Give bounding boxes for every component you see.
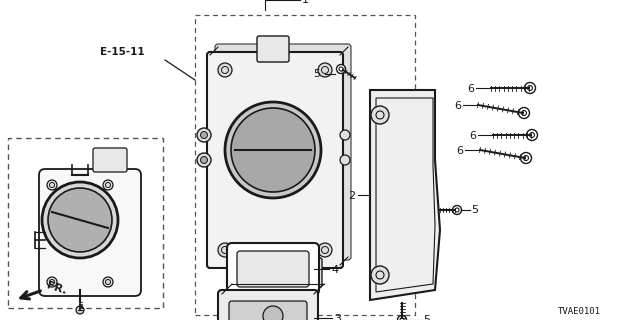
Text: 6: 6 — [454, 101, 461, 111]
Circle shape — [47, 277, 57, 287]
Circle shape — [527, 130, 538, 140]
Circle shape — [452, 205, 461, 214]
Circle shape — [397, 316, 406, 320]
Circle shape — [231, 108, 315, 192]
Circle shape — [340, 155, 350, 165]
Circle shape — [200, 156, 207, 164]
Text: TVAE0101: TVAE0101 — [558, 307, 601, 316]
FancyBboxPatch shape — [93, 148, 127, 172]
Circle shape — [525, 83, 536, 93]
Text: 5: 5 — [313, 69, 320, 79]
FancyBboxPatch shape — [207, 52, 343, 268]
Text: 5: 5 — [471, 205, 478, 215]
Text: 1: 1 — [302, 0, 309, 5]
Circle shape — [47, 180, 57, 190]
Circle shape — [197, 153, 211, 167]
Circle shape — [337, 65, 346, 74]
FancyBboxPatch shape — [227, 243, 319, 295]
Circle shape — [42, 182, 118, 258]
Text: 4: 4 — [331, 265, 338, 275]
Circle shape — [318, 243, 332, 257]
Text: E-15-11: E-15-11 — [100, 47, 145, 57]
Circle shape — [76, 306, 84, 314]
FancyBboxPatch shape — [237, 251, 309, 287]
Circle shape — [197, 128, 211, 142]
Circle shape — [371, 266, 389, 284]
Circle shape — [518, 108, 529, 118]
FancyBboxPatch shape — [229, 301, 307, 320]
Text: 6: 6 — [456, 146, 463, 156]
Circle shape — [371, 106, 389, 124]
Circle shape — [218, 63, 232, 77]
Circle shape — [48, 188, 112, 252]
FancyBboxPatch shape — [228, 258, 322, 287]
FancyBboxPatch shape — [39, 169, 141, 296]
Circle shape — [263, 306, 283, 320]
Text: FR.: FR. — [45, 280, 68, 296]
Circle shape — [225, 102, 321, 198]
Text: 6: 6 — [469, 131, 476, 141]
FancyBboxPatch shape — [215, 44, 351, 260]
Text: 5: 5 — [423, 315, 430, 320]
Circle shape — [103, 180, 113, 190]
Bar — [195, 15, 415, 315]
Polygon shape — [370, 90, 440, 300]
FancyBboxPatch shape — [218, 290, 318, 320]
Circle shape — [520, 153, 531, 164]
Text: 3: 3 — [334, 314, 341, 320]
Circle shape — [218, 243, 232, 257]
Text: 2: 2 — [348, 191, 355, 201]
FancyBboxPatch shape — [257, 36, 289, 62]
Circle shape — [200, 132, 207, 139]
Circle shape — [318, 63, 332, 77]
Text: 6: 6 — [467, 84, 474, 94]
Bar — [8, 138, 163, 308]
Circle shape — [340, 130, 350, 140]
Circle shape — [103, 277, 113, 287]
